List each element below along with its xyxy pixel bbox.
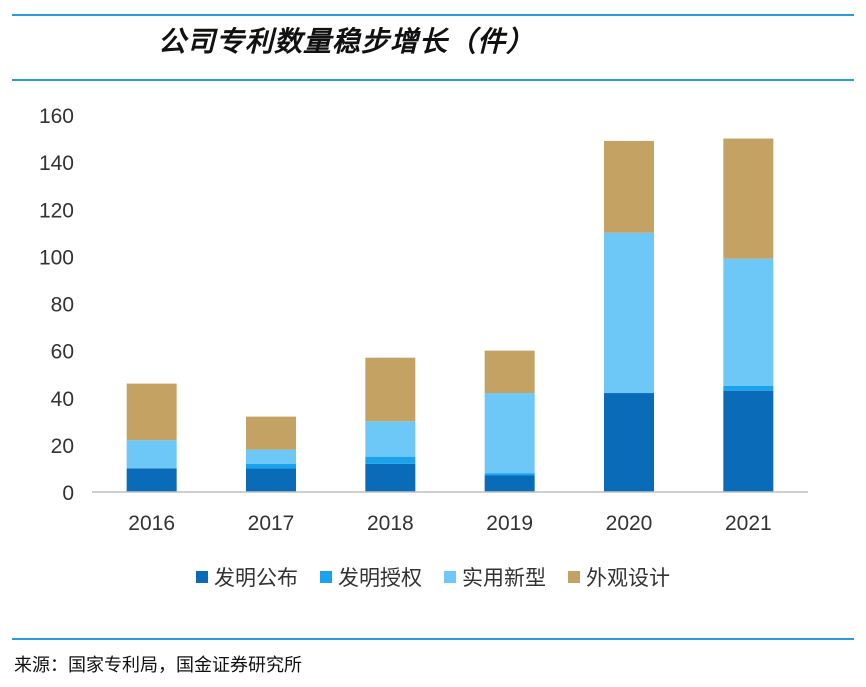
bar-2018-series-2 [365, 421, 416, 457]
bar-2017-series-3 [246, 416, 296, 450]
y-tick-label: 160 [39, 105, 74, 128]
legend-label: 发明公布 [214, 566, 298, 590]
bar-2018-series-3 [365, 357, 416, 422]
y-tick-label: 0 [62, 482, 74, 505]
x-tick-label: 2016 [128, 512, 175, 535]
bar-2020-series-3 [604, 140, 654, 233]
bar-2018-series-1 [365, 456, 416, 464]
y-tick-label: 60 [51, 341, 74, 364]
y-tick-label: 20 [51, 435, 74, 458]
bar-2016-series-2 [126, 440, 177, 469]
y-tick-label: 40 [51, 388, 74, 411]
legend-label: 发明授权 [338, 566, 422, 590]
bar-2016-series-3 [126, 383, 177, 441]
bar-2017-series-0 [246, 468, 296, 492]
bar-2019-series-1 [484, 473, 535, 476]
bar-2021-series-0 [723, 390, 774, 492]
legend-label: 实用新型 [462, 566, 546, 590]
legend-swatch [444, 571, 456, 583]
top-rule [12, 14, 854, 16]
legend-swatch [196, 571, 208, 583]
stacked-bar-chart: 0 20 40 60 80 100 120 140 160 2016 2017 2018 2019 202… [39, 105, 808, 535]
legend-swatch [320, 571, 332, 583]
bar-2016-series-0 [126, 468, 177, 492]
bottom-rule [12, 638, 854, 640]
legend-swatch [568, 571, 580, 583]
bar-2021-series-2 [723, 258, 774, 386]
source-note: 来源：国家专利局，国金证券研究所 [14, 655, 302, 676]
x-tick-label: 2020 [606, 512, 653, 535]
legend-label: 外观设计 [586, 566, 670, 590]
title-rule [12, 79, 854, 81]
legend-item: 发明公布 [196, 562, 298, 592]
legend-item: 外观设计 [568, 562, 670, 592]
bar-2020-series-2 [604, 232, 654, 394]
x-tick-label: 2018 [367, 512, 414, 535]
legend-item: 实用新型 [444, 562, 546, 592]
bar-2019-series-2 [484, 393, 535, 474]
bar-2021-series-3 [723, 138, 774, 259]
bar-2021-series-1 [723, 385, 774, 391]
bar-2018-series-0 [365, 463, 416, 492]
y-tick-label: 120 [39, 199, 74, 222]
legend-item: 发明授权 [320, 562, 422, 592]
x-tick-label: 2019 [486, 512, 533, 535]
y-tick-label: 80 [51, 294, 74, 317]
bar-2017-series-1 [246, 463, 296, 469]
y-tick-label: 140 [39, 152, 74, 175]
bar-2017-series-2 [246, 449, 296, 464]
legend: 发明公布 发明授权 实用新型 外观设计 [0, 562, 866, 592]
bar-2019-series-0 [484, 475, 535, 492]
y-tick-label: 100 [39, 246, 74, 269]
x-tick-label: 2017 [248, 512, 295, 535]
x-tick-label: 2021 [725, 512, 772, 535]
bar-2019-series-3 [484, 350, 535, 394]
bar-2020-series-0 [604, 393, 654, 492]
chart-title: 公司专利数量稳步增长（件） [158, 25, 536, 58]
